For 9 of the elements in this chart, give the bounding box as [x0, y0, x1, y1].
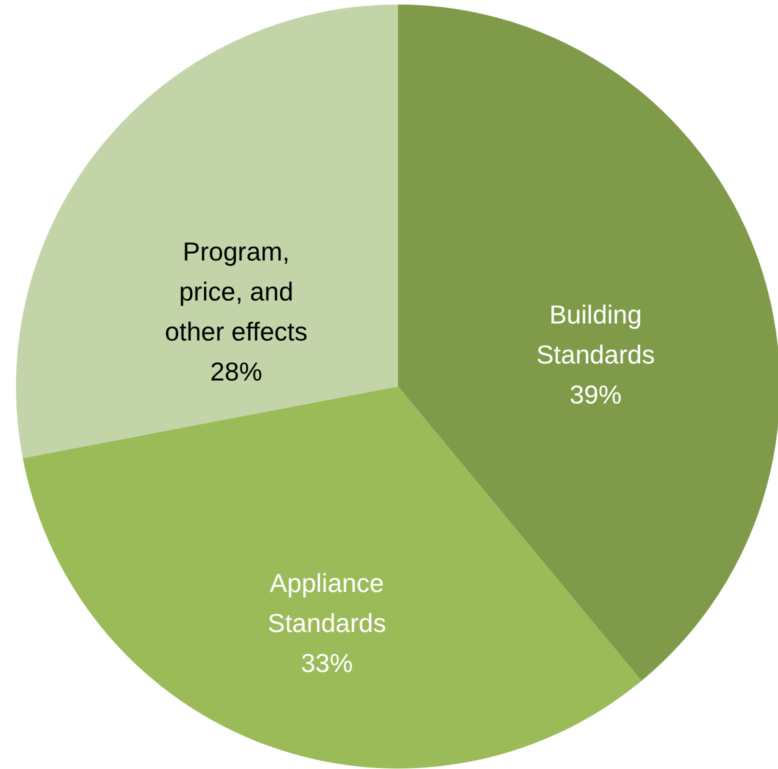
data-label: 39% [570, 379, 622, 410]
slice-label: Appliance Standards [268, 568, 386, 638]
data-label: 28% [210, 356, 262, 387]
slice-label: Program, price, and other effects [164, 236, 308, 347]
slice-label: Building Standards [536, 299, 655, 370]
pie-slice [22, 386, 642, 768]
data-label: 33% [300, 648, 353, 678]
pie-slice [16, 4, 398, 458]
pie-slice [398, 4, 778, 681]
